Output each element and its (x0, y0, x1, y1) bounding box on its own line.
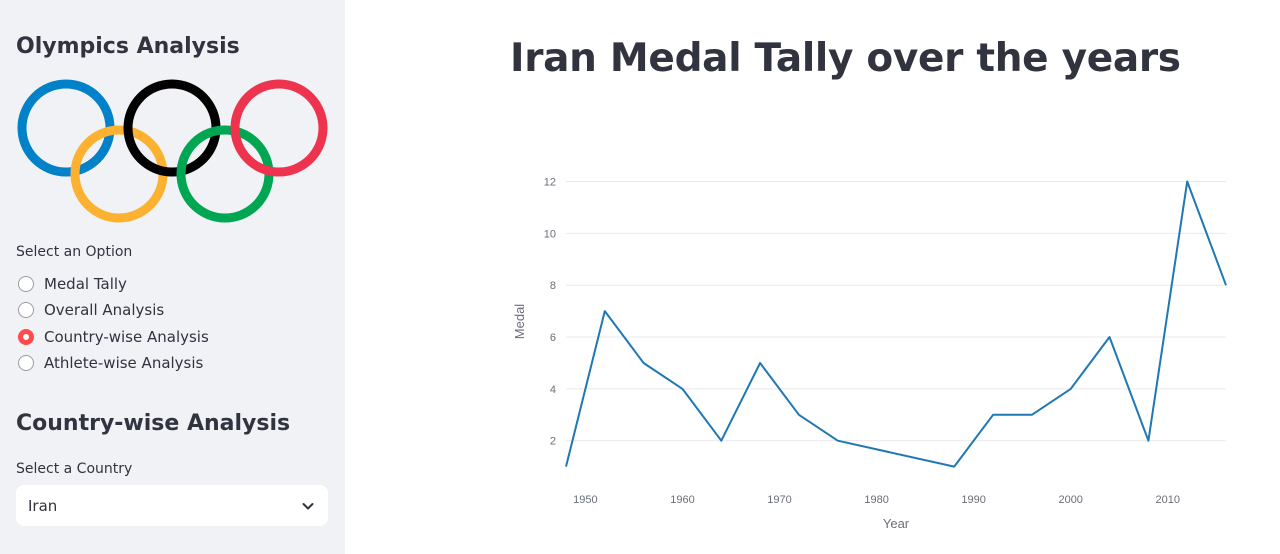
x-tick-label: 1990 (961, 494, 985, 506)
ring-black (123, 79, 221, 177)
radio-option-overall-analysis[interactable]: Overall Analysis (16, 297, 336, 323)
y-tick-label: 4 (550, 384, 556, 396)
y-tick-label: 6 (550, 332, 556, 344)
radio-option-label: Overall Analysis (44, 301, 165, 320)
radio-option-label: Country-wise Analysis (44, 327, 209, 346)
radio-circle-icon[interactable] (18, 302, 34, 319)
radio-option-country-wise-analysis[interactable]: Country-wise Analysis (16, 324, 336, 350)
sidebar: Olympics Analysis Select an Option Medal… (0, 0, 345, 554)
olympic-rings-logo (17, 79, 328, 223)
chevron-down-icon[interactable] (300, 498, 316, 514)
chart-grid (566, 181, 1226, 442)
radio-option-label: Athlete-wise Analysis (44, 354, 204, 373)
y-tick-label: 10 (544, 228, 556, 240)
x-tick-label: 1950 (573, 494, 597, 506)
radio-circle-icon[interactable] (18, 276, 34, 293)
y-tick-label: 2 (550, 436, 556, 448)
x-tick-label: 2000 (1058, 494, 1082, 506)
option-radio-label: Select an Option (16, 244, 133, 260)
country-select-value: Iran (28, 496, 58, 515)
ring-blue (17, 79, 115, 177)
radio-option-label: Medal Tally (44, 275, 127, 294)
page-title: Iran Medal Tally over the years (510, 36, 1181, 81)
medal-line-chart: 2 4 6 8 10 12 1950 1960 1970 1980 1990 2000 2010 Ye… (512, 177, 1227, 531)
section-heading: Country-wise Analysis (16, 411, 291, 436)
x-tick-label: 1970 (767, 494, 791, 506)
country-select-label: Select a Country (16, 461, 133, 477)
sidebar-title: Olympics Analysis (16, 34, 240, 59)
ring-yellow (70, 125, 168, 223)
ring-red (230, 79, 328, 177)
x-tick-label: 1960 (670, 494, 694, 506)
x-tick-labels: 1950 1960 1970 1980 1990 2000 2010 (573, 494, 1180, 506)
y-axis-label: Medal (512, 304, 527, 340)
x-tick-label: 1980 (864, 494, 888, 506)
ring-green (176, 125, 274, 223)
y-tick-labels: 2 4 6 8 10 12 (544, 177, 556, 448)
radio-circle-icon[interactable] (18, 328, 34, 345)
radio-option-athlete-wise-analysis[interactable]: Athlete-wise Analysis (16, 350, 336, 376)
x-axis-label: Year (883, 516, 910, 531)
country-select[interactable]: Iran (16, 485, 328, 526)
series-line-medals (565, 180, 1227, 468)
option-radio-group: Medal Tally Overall Analysis Country-wis… (16, 271, 336, 376)
radio-circle-icon[interactable] (18, 355, 34, 372)
radio-option-medal-tally[interactable]: Medal Tally (16, 271, 336, 297)
y-tick-label: 8 (550, 280, 556, 292)
y-tick-label: 12 (544, 177, 556, 189)
x-tick-label: 2010 (1156, 494, 1180, 506)
